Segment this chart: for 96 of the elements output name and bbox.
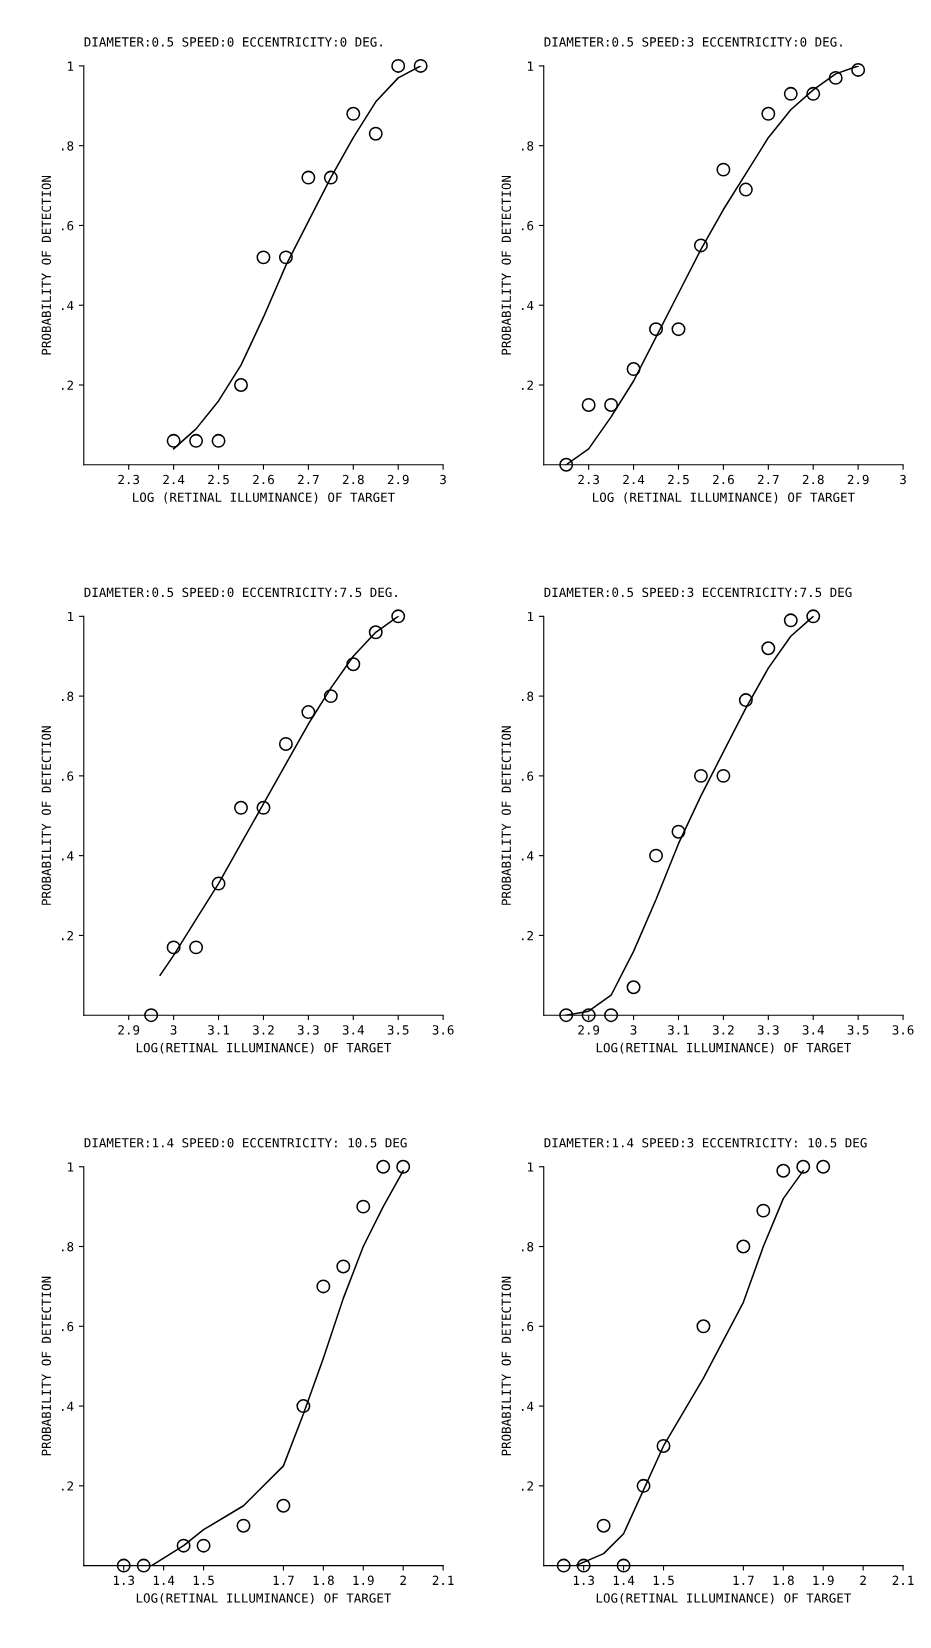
x-axis-title: LOG (RETINAL ILLUMINANCE) OF TARGET — [133, 492, 395, 504]
x-tick-label: 2.7 — [298, 474, 319, 485]
x-tick-label: 1.9 — [353, 1575, 374, 1586]
x-tick-label: 3 — [900, 474, 906, 485]
x-tick-label: 3.3 — [297, 1025, 319, 1035]
y-tick-label: 1 — [527, 612, 534, 622]
y-tick-label: .8 — [521, 1242, 534, 1252]
x-tick-label: 2 — [400, 1575, 406, 1585]
y-tick-label: .4 — [521, 851, 534, 861]
x-tick-label: 1.3 — [573, 1575, 595, 1586]
y-axis-title: PROBABILITY OF DETECTION — [501, 175, 511, 355]
x-tick-label: 3 — [170, 1025, 177, 1035]
x-tick-label: 1.5 — [653, 1575, 674, 1586]
x-tick-label: 3.3 — [757, 1025, 779, 1035]
y-tick-label: .4 — [62, 300, 74, 311]
y-tick-label: .6 — [521, 1321, 534, 1332]
y-tick-label: .8 — [521, 141, 534, 151]
x-tick-label: 3.5 — [847, 1025, 869, 1035]
chart-title: DIAMETER:0.5 SPEED:0 ECCENTRICITY:0 DEG. — [84, 37, 382, 47]
x-tick-label: 2.1 — [892, 1575, 914, 1585]
x-tick-label: 3.1 — [668, 1025, 689, 1035]
y-tick-label: .6 — [62, 771, 74, 781]
x-tick-label: 1.7 — [733, 1575, 754, 1585]
x-tick-label: 2.5 — [668, 474, 689, 485]
x-tick-label: 2.4 — [623, 474, 645, 485]
x-tick-label: 2.9 — [118, 1025, 140, 1035]
x-tick-label: 2 — [860, 1575, 866, 1585]
y-axis-title: PROBABILITY OF DETECTION — [41, 1276, 52, 1456]
y-tick-label: .2 — [62, 930, 74, 941]
x-tick-label: 1.8 — [313, 1575, 334, 1586]
x-tick-label: 2.9 — [578, 1025, 600, 1035]
x-tick-label: 2.4 — [163, 474, 185, 485]
y-axis-title: PROBABILITY OF DETECTION — [41, 726, 52, 905]
y-tick-label: .2 — [521, 1481, 533, 1491]
x-tick-label: 1.9 — [813, 1575, 834, 1586]
x-tick-label: 1.4 — [613, 1575, 635, 1585]
x-tick-label: 3.6 — [432, 1025, 454, 1035]
y-tick-label: .2 — [62, 380, 74, 390]
y-tick-label: 1 — [68, 1162, 74, 1172]
y-tick-label: .2 — [521, 380, 533, 390]
x-tick-label: 2.7 — [757, 474, 779, 485]
chart-title: DIAMETER:1.4 SPEED:3 ECCENTRICITY: 10.5 DEG — [544, 1138, 867, 1148]
y-tick-label: .6 — [62, 1321, 74, 1332]
x-tick-label: 3.4 — [802, 1025, 824, 1035]
y-tick-label: .8 — [62, 141, 74, 151]
y-tick-label: .6 — [521, 220, 534, 231]
chart-title: DIAMETER:0.5 SPEED:3 ECCENTRICITY:7.5 DEG — [544, 587, 852, 598]
chart-title: DIAMETER:0.5 SPEED:0 ECCENTRICITY:7.5 DEG. — [84, 587, 397, 598]
y-tick-label: .2 — [521, 930, 533, 941]
x-tick-label: 3.2 — [253, 1025, 274, 1035]
x-axis-title: LOG(RETINAL ILLUMINANCE) OF TARGET — [136, 1593, 392, 1605]
y-tick-label: .4 — [62, 1401, 74, 1411]
x-tick-label: 3.5 — [387, 1025, 409, 1035]
x-tick-label: 3 — [440, 474, 446, 485]
y-tick-label: .6 — [521, 771, 534, 781]
x-tick-label: 3.4 — [342, 1025, 364, 1035]
y-tick-label: .6 — [62, 220, 74, 231]
x-axis-title: LOG(RETINAL ILLUMINANCE) OF TARGET — [136, 1042, 392, 1054]
y-tick-label: 1 — [527, 61, 534, 71]
x-tick-label: 3.6 — [892, 1025, 914, 1035]
x-axis-title: LOG(RETINAL ILLUMINANCE) OF TARGET — [596, 1593, 852, 1605]
y-axis-title: PROBABILITY OF DETECTION — [501, 726, 511, 905]
x-tick-label: 3.1 — [208, 1025, 229, 1035]
y-tick-label: 1 — [68, 612, 74, 622]
y-tick-label: 1 — [527, 1162, 534, 1172]
x-tick-label: 2.6 — [713, 474, 734, 485]
x-tick-label: 2.6 — [253, 474, 274, 485]
x-tick-label: 3.2 — [712, 1025, 734, 1035]
x-tick-label: 2.5 — [208, 474, 229, 485]
x-axis-title: LOG (RETINAL ILLUMINANCE) OF TARGET — [593, 492, 855, 504]
x-tick-label: 2.3 — [118, 474, 140, 485]
y-tick-label: .4 — [521, 300, 534, 311]
x-tick-label: 2.1 — [432, 1575, 454, 1585]
y-tick-label: .8 — [62, 1242, 74, 1252]
x-tick-label: 1.5 — [193, 1575, 214, 1586]
y-tick-label: .8 — [62, 691, 74, 702]
y-tick-label: .2 — [62, 1481, 74, 1491]
x-tick-label: 1.3 — [113, 1575, 135, 1586]
y-tick-label: 1 — [68, 61, 74, 71]
x-axis-title: LOG(RETINAL ILLUMINANCE) OF TARGET — [596, 1042, 852, 1054]
y-tick-label: .4 — [62, 851, 74, 861]
x-tick-label: 2.9 — [847, 474, 869, 485]
y-tick-label: .8 — [521, 691, 534, 702]
x-tick-label: 2.8 — [342, 474, 364, 485]
x-tick-label: 2.8 — [802, 474, 824, 485]
y-axis-title: PROBABILITY OF DETECTION — [41, 175, 52, 355]
x-tick-label: 2.3 — [578, 474, 599, 485]
y-axis-title: PROBABILITY OF DETECTION — [501, 1276, 511, 1456]
x-tick-label: 2.9 — [387, 474, 409, 485]
x-tick-label: 1.7 — [273, 1575, 294, 1585]
y-tick-label: .4 — [521, 1401, 534, 1411]
x-tick-label: 1.4 — [153, 1575, 175, 1585]
x-tick-label: 1.8 — [773, 1575, 794, 1586]
x-tick-label: 3 — [630, 1025, 637, 1035]
chart-title: DIAMETER:1.4 SPEED:0 ECCENTRICITY: 10.5 DEG — [84, 1138, 407, 1148]
chart-title: DIAMETER:0.5 SPEED:3 ECCENTRICITY:0 DEG. — [544, 37, 842, 47]
